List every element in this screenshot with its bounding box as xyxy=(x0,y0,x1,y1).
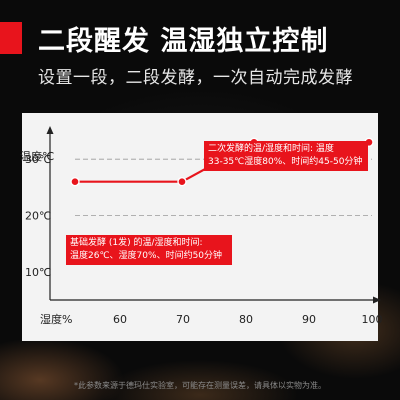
x-tick-label: 60 xyxy=(113,313,127,326)
y-tick-label: 30℃ xyxy=(25,153,51,166)
annotation-line: 33-35℃湿度80%、时间约45-50分钟 xyxy=(208,157,363,167)
x-axis-arrow xyxy=(373,296,381,304)
annotation-first-proofing: 基础发酵 (1发) 的温/湿度和时间: 温度26℃、湿度70%、时间约50分钟 xyxy=(66,235,232,265)
y-tick-label: 20℃ xyxy=(25,210,51,223)
x-tick-label: 80 xyxy=(239,313,253,326)
footnote: *此参数来源于德玛仕实验室，可能存在测量误差，请具体以实物为准。 xyxy=(74,381,326,390)
x-tick-label: 90 xyxy=(302,313,316,326)
data-point xyxy=(70,176,80,187)
y-axis-title: 温度℃ xyxy=(20,149,54,163)
page-title: 二段醒发 温湿独立控制 xyxy=(38,26,329,57)
x-tick-label: 100 xyxy=(362,313,383,326)
annotation-line: 温度26℃、湿度70%、时间约50分钟 xyxy=(70,251,223,261)
y-tick-labels: 10℃ 20℃ 30℃ xyxy=(25,153,51,279)
accent-bar xyxy=(0,22,22,54)
page-subtitle: 设置一段，二段发酵，一次自动完成发酵 xyxy=(38,68,353,88)
y-axis-arrow xyxy=(46,126,54,134)
annotation-second-proofing: 二次发酵的温/湿度和时间: 温度 33-35℃湿度80%、时间约45-50分钟 xyxy=(204,141,368,171)
x-tick-labels: 60 70 80 90 100 xyxy=(113,313,383,326)
x-tick-label: 70 xyxy=(176,313,190,326)
data-point xyxy=(177,176,187,187)
axes xyxy=(46,126,381,304)
y-tick-label: 10℃ xyxy=(25,266,51,279)
annotation-line: 二次发酵的温/湿度和时间: 温度 xyxy=(208,144,334,154)
x-axis-title: 湿度% xyxy=(40,312,72,326)
annotation-line: 基础发酵 (1发) 的温/湿度和时间: xyxy=(70,238,203,248)
